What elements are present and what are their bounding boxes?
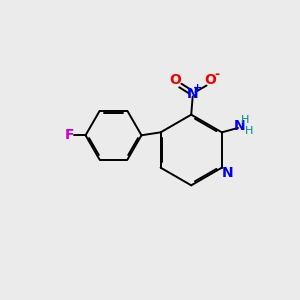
- Text: N: N: [221, 166, 233, 180]
- Text: H: H: [245, 126, 254, 136]
- Text: N: N: [234, 119, 245, 134]
- Text: +: +: [194, 83, 202, 93]
- Text: H: H: [241, 115, 250, 125]
- Text: O: O: [205, 73, 217, 87]
- Text: -: -: [214, 68, 220, 81]
- Text: O: O: [169, 73, 181, 87]
- Text: F: F: [65, 128, 75, 142]
- Text: N: N: [187, 87, 199, 101]
